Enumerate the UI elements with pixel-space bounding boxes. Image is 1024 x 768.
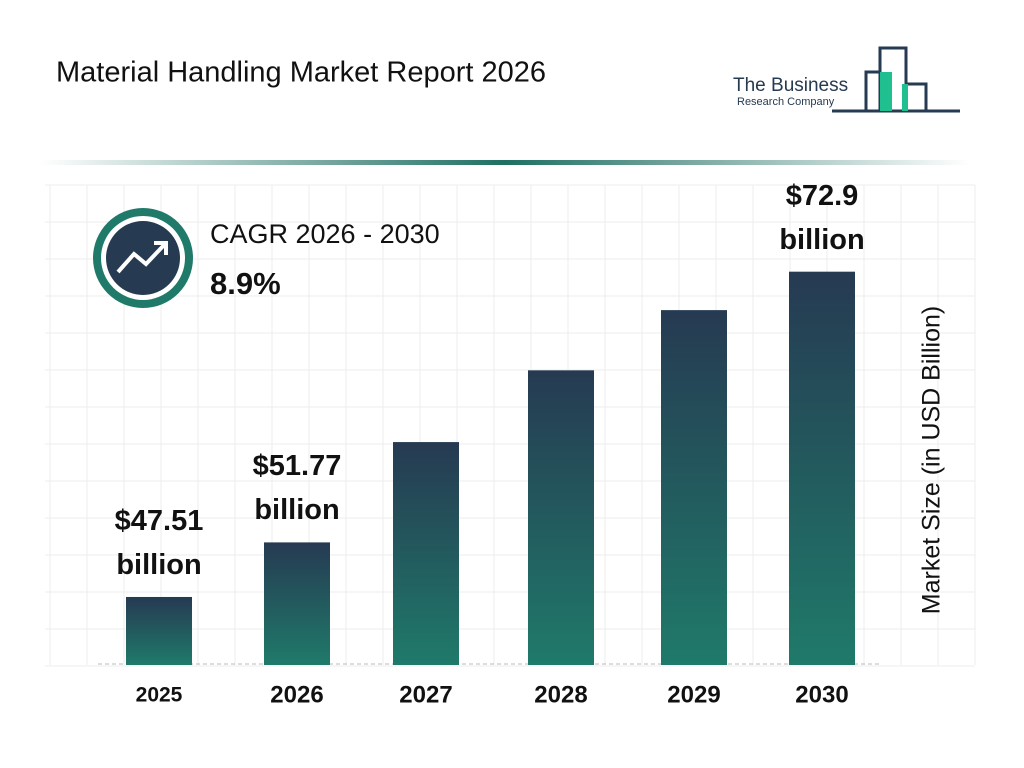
x-tick-label: 2027 (399, 681, 452, 708)
bar (528, 370, 594, 665)
logo-text: The Business (733, 75, 848, 96)
bar (789, 271, 855, 665)
bar (126, 596, 192, 665)
x-tick-label: 2026 (270, 681, 323, 708)
value-label: $47.51 billion (114, 504, 204, 581)
logo: The Business Research Company (733, 46, 960, 113)
x-tick-label: 2028 (534, 681, 587, 708)
x-tick-label: 2025 (136, 684, 183, 707)
value-label: $72.9 billion (779, 179, 865, 256)
cagr-label: CAGR 2026 - 2030 (210, 219, 440, 249)
x-tick-label: 2030 (795, 681, 848, 708)
y-axis-label: Market Size (in USD Billion) (918, 306, 946, 614)
bar (264, 542, 330, 665)
x-tick-label: 2029 (667, 681, 720, 708)
chart-title: Material Handling Market Report 2026 (56, 57, 546, 89)
cagr-value: 8.9% (210, 266, 281, 301)
bar (661, 310, 727, 665)
bar (393, 442, 459, 665)
cagr-badge (93, 208, 193, 308)
divider (40, 160, 970, 165)
logo-subtext: Research Company (737, 96, 835, 108)
value-label: $51.77 billion (252, 450, 342, 527)
